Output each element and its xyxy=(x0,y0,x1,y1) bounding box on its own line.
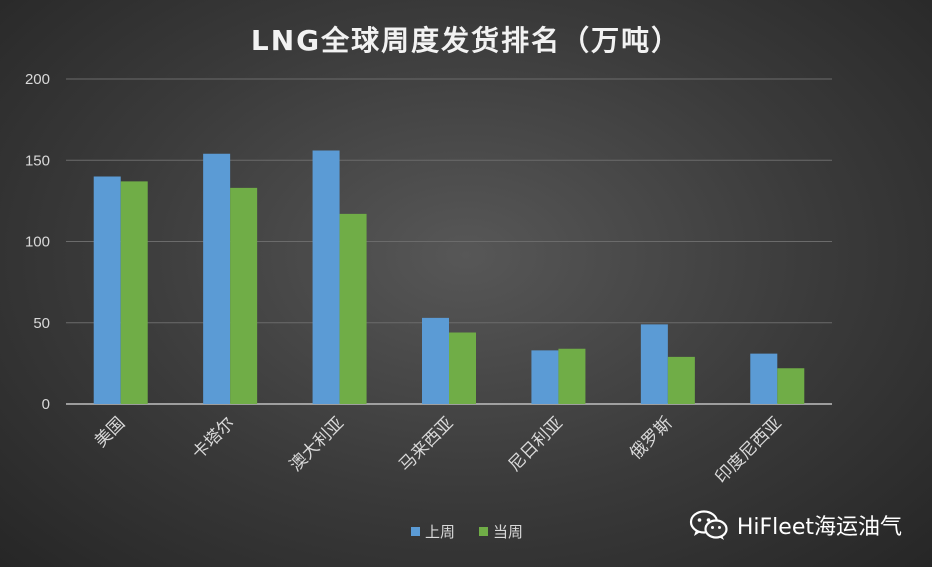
x-tick-label: 卡塔尔 xyxy=(188,413,238,463)
bar xyxy=(203,153,231,404)
bar xyxy=(777,368,805,404)
x-tick-label: 澳大利亚 xyxy=(286,413,348,475)
bar xyxy=(230,187,258,404)
x-tick-label: 尼日利亚 xyxy=(505,413,567,475)
y-tick-label: 0 xyxy=(42,396,50,413)
bar xyxy=(120,181,148,404)
bar xyxy=(667,356,695,404)
chart-title: LNG全球周度发货排名（万吨） xyxy=(251,24,681,57)
bar xyxy=(312,150,340,404)
legend: 上周 当周 xyxy=(411,523,523,541)
bar xyxy=(422,317,449,404)
bar xyxy=(339,213,367,404)
legend-swatch xyxy=(411,527,420,536)
bar xyxy=(449,332,476,404)
legend-swatch xyxy=(479,527,488,536)
y-tick-label: 50 xyxy=(33,315,50,332)
wechat-icon xyxy=(689,510,728,540)
x-tick-label: 俄罗斯 xyxy=(626,413,676,463)
bar xyxy=(640,324,668,404)
x-tick-label: 印度尼西亚 xyxy=(712,413,786,487)
bar xyxy=(750,353,778,404)
watermark-text: HiFleet海运油气 xyxy=(736,515,902,540)
x-tick-label: 美国 xyxy=(91,413,129,451)
legend-label: 上周 xyxy=(425,523,455,541)
bar xyxy=(558,348,586,404)
legend-label: 当周 xyxy=(493,523,523,541)
y-tick-label: 200 xyxy=(25,71,50,88)
y-tick-label: 150 xyxy=(25,152,50,169)
bar xyxy=(93,176,121,404)
watermark: HiFleet海运油气 xyxy=(689,509,902,541)
bar xyxy=(531,350,559,404)
x-tick-label: 马来西亚 xyxy=(395,413,457,475)
y-tick-label: 100 xyxy=(25,234,50,251)
